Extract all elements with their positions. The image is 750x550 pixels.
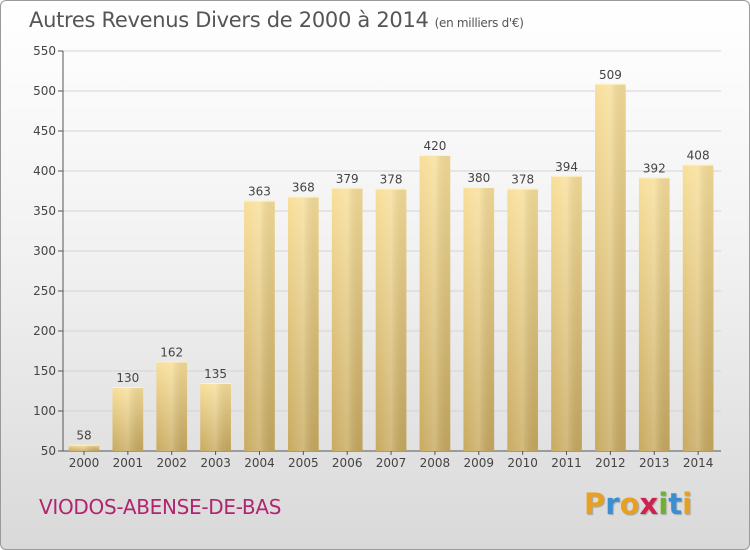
y-tick-label: 100 (33, 404, 56, 418)
bar-highlight (200, 383, 231, 451)
x-tick-label: 2014 (683, 456, 714, 470)
chart-subtitle: (en milliers d'€) (434, 16, 524, 30)
bar-highlight (595, 83, 626, 452)
bar-highlight (331, 187, 363, 452)
logo-letter: i (682, 487, 693, 521)
chart-title: Autres Revenus Divers de 2000 à 2014 (en … (29, 8, 524, 32)
data-label: 368 (292, 181, 315, 195)
bar-highlight (112, 387, 144, 451)
data-label: 162 (160, 345, 183, 359)
x-tick-label: 2011 (551, 456, 582, 470)
x-tick-label: 2003 (200, 456, 231, 470)
data-label: 509 (599, 68, 622, 82)
data-label: 392 (643, 161, 666, 175)
data-label: 379 (336, 172, 359, 186)
data-label: 394 (555, 160, 578, 174)
data-label: 363 (248, 185, 271, 199)
x-tick-label: 2008 (420, 456, 451, 470)
bar-highlight (463, 187, 495, 451)
bar-highlight (287, 196, 319, 451)
x-tick-label: 2005 (288, 456, 319, 470)
y-tick-label: 450 (33, 124, 56, 138)
x-tick-label: 2001 (113, 456, 144, 470)
logo-letter: r (605, 487, 620, 521)
bar-highlight (551, 175, 582, 452)
y-tick-label: 250 (33, 284, 56, 298)
x-tick-label: 2006 (332, 456, 363, 470)
data-label: 58 (76, 429, 91, 443)
logo-letter: P (584, 487, 606, 521)
x-tick-label: 2000 (69, 456, 100, 470)
bar-highlight (419, 155, 451, 451)
logo-letter: o (619, 487, 640, 521)
data-label: 130 (116, 371, 139, 385)
proxiti-logo[interactable]: Proxiti (584, 487, 692, 521)
bars (68, 83, 714, 452)
x-tick-label: 2002 (156, 456, 187, 470)
logo-letter: i (658, 487, 669, 521)
data-label: 135 (204, 367, 227, 381)
y-tick-label: 400 (33, 164, 56, 178)
y-tick-label: 300 (33, 244, 56, 258)
bar-highlight (68, 444, 100, 451)
y-tick-label: 200 (33, 324, 56, 338)
logo-letter: t (668, 487, 683, 521)
chart-title-text: Autres Revenus Divers de 2000 à 2014 (29, 8, 429, 32)
y-tick-label: 500 (33, 84, 56, 98)
logo-letter: x (639, 487, 659, 521)
bar-highlight (682, 164, 714, 451)
x-tick-label: 2004 (244, 456, 275, 470)
data-label: 378 (380, 173, 403, 187)
data-label: 378 (511, 173, 534, 187)
data-label: 380 (467, 171, 490, 185)
x-tick-label: 2010 (507, 456, 538, 470)
bar-highlight (638, 177, 670, 451)
data-labels: 58 130 162 135 363 368 379 378 420 380 378 394 509 39… (76, 68, 709, 443)
bar-highlight (507, 188, 539, 451)
data-label: 408 (687, 149, 710, 163)
y-tick-label: 150 (33, 364, 56, 378)
x-tick-label: 2009 (464, 456, 495, 470)
y-tick-label: 50 (41, 444, 56, 458)
y-tick-label: 550 (33, 44, 56, 58)
bar-highlight (375, 188, 407, 451)
y-tick-label: 350 (33, 204, 56, 218)
data-label: 420 (423, 139, 446, 153)
x-tick-label: 2007 (376, 456, 407, 470)
x-tick-label: 2012 (595, 456, 626, 470)
bar-highlight (156, 361, 188, 451)
bar-highlight (244, 200, 275, 451)
commune-name: VIODOS-ABENSE-DE-BAS (39, 495, 282, 519)
x-tick-label: 2013 (639, 456, 670, 470)
